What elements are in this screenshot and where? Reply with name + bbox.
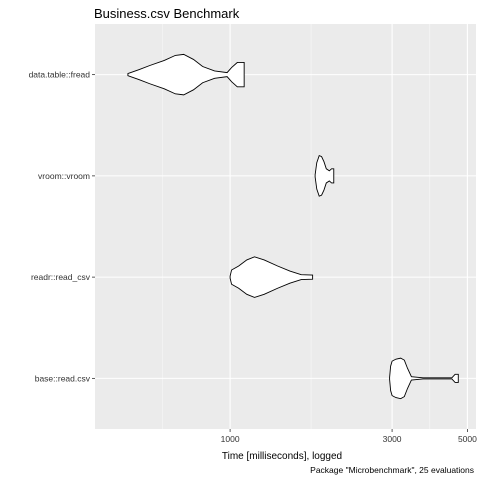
x-tick-label: 5000 xyxy=(458,434,477,444)
x-tick-label: 1000 xyxy=(221,434,240,444)
chart-caption: Package "Microbenchmark", 25 evaluations xyxy=(310,465,474,475)
y-axis: data.table::freadvroom::vroomreadr::read… xyxy=(29,70,95,383)
x-axis: 1000 3000 5000 xyxy=(221,429,477,444)
violin-vroom-vroom xyxy=(314,155,335,197)
x-axis-label: Time [milliseconds], logged xyxy=(222,451,342,462)
chart-title: Business.csv Benchmark xyxy=(94,6,240,21)
violin-group xyxy=(127,53,459,400)
y-tick-label: vroom::vroom xyxy=(38,171,90,181)
violin-base-read-csv xyxy=(389,357,459,400)
y-tick-label: base::read.csv xyxy=(35,373,91,383)
plot-panel xyxy=(95,24,476,429)
violin-data-table-fread xyxy=(127,53,245,96)
y-tick-label: data.table::fread xyxy=(29,70,91,80)
violin-readr-read-csv xyxy=(229,256,314,298)
y-tick-label: readr::read_csv xyxy=(31,272,91,282)
x-tick-label: 3000 xyxy=(383,434,402,444)
